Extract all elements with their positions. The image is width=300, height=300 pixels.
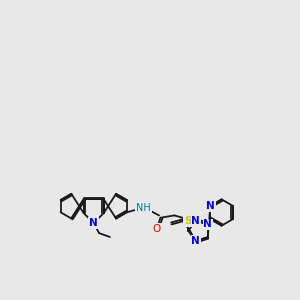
Text: N: N: [203, 220, 212, 230]
Text: N: N: [191, 236, 200, 246]
Text: N: N: [191, 216, 200, 226]
Text: N: N: [89, 218, 98, 228]
Text: O: O: [153, 224, 161, 233]
Text: N: N: [206, 201, 215, 211]
Text: NH: NH: [136, 203, 151, 214]
Text: S: S: [184, 216, 192, 226]
